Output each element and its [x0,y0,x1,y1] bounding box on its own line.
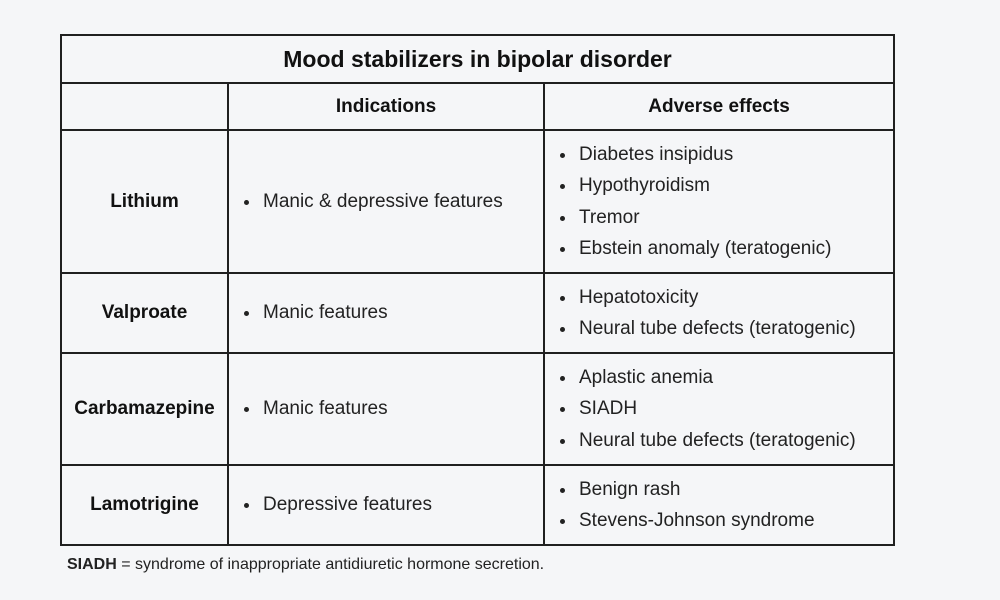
adverse-effects-cell: Benign rash Stevens-Johnson syndrome [542,464,896,546]
adverse-effects-cell: Diabetes insipidus Hypothyroidism Tremor… [542,129,896,274]
indications-cell: Manic & depressive features [227,129,545,274]
mood-stabilizers-table: Mood stabilizers in bipolar disorder Ind… [59,34,896,546]
table-title: Mood stabilizers in bipolar disorder [59,34,896,84]
table-row-lithium: Lithium Manic & depressive features Diab… [60,129,896,274]
indications-list: Depressive features [229,489,543,521]
drug-name: Lithium [60,129,229,274]
indications-cell: Manic features [227,272,545,354]
adverse-effects-list: Diabetes insipidus Hypothyroidism Tremor… [545,139,893,265]
adverse-effect-item: Hepatotoxicity [559,282,893,314]
adverse-effect-item: Ebstein anomaly (teratogenic) [559,233,893,265]
header-adverse-effects: Adverse effects [542,82,896,131]
indication-item: Manic features [243,393,543,425]
adverse-effect-item: Aplastic anemia [559,362,893,394]
adverse-effect-item: Tremor [559,202,893,234]
table-header-row: Indications Adverse effects [60,82,896,131]
mood-stabilizers-table-container: Mood stabilizers in bipolar disorder Ind… [59,34,896,546]
indication-item: Depressive features [243,489,543,521]
adverse-effect-item: Benign rash [559,474,893,506]
drug-name: Valproate [60,272,229,354]
footnote-definition: = syndrome of inappropriate antidiuretic… [116,556,545,573]
indication-item: Manic & depressive features [243,186,543,218]
indications-cell: Depressive features [227,464,545,546]
adverse-effect-item: SIADH [559,393,893,425]
adverse-effects-cell: Aplastic anemia SIADH Neural tube defect… [542,352,896,466]
indications-list: Manic features [229,393,543,425]
indication-item: Manic features [243,297,543,329]
adverse-effect-item: Neural tube defects (teratogenic) [559,313,893,345]
table-row-lamotrigine: Lamotrigine Depressive features Benign r… [60,464,896,546]
drug-name: Lamotrigine [60,464,229,546]
header-indications: Indications [227,82,545,131]
footnote: SIADH = syndrome of inappropriate antidi… [67,556,544,574]
header-drug [60,82,229,131]
table-title-row: Mood stabilizers in bipolar disorder [59,34,896,84]
adverse-effects-list: Aplastic anemia SIADH Neural tube defect… [545,362,893,457]
adverse-effect-item: Stevens-Johnson syndrome [559,505,893,537]
adverse-effects-list: Benign rash Stevens-Johnson syndrome [545,474,893,537]
adverse-effects-list: Hepatotoxicity Neural tube defects (tera… [545,282,893,345]
table-row-valproate: Valproate Manic features Hepatotoxicity … [60,272,896,354]
indications-list: Manic & depressive features [229,186,543,218]
adverse-effect-item: Diabetes insipidus [559,139,893,171]
adverse-effect-item: Neural tube defects (teratogenic) [559,425,893,457]
adverse-effect-item: Hypothyroidism [559,170,893,202]
indications-cell: Manic features [227,352,545,466]
adverse-effects-cell: Hepatotoxicity Neural tube defects (tera… [542,272,896,354]
footnote-term: SIADH [67,556,117,573]
indications-list: Manic features [229,297,543,329]
drug-name: Carbamazepine [60,352,229,466]
table-row-carbamazepine: Carbamazepine Manic features Aplastic an… [60,352,896,466]
